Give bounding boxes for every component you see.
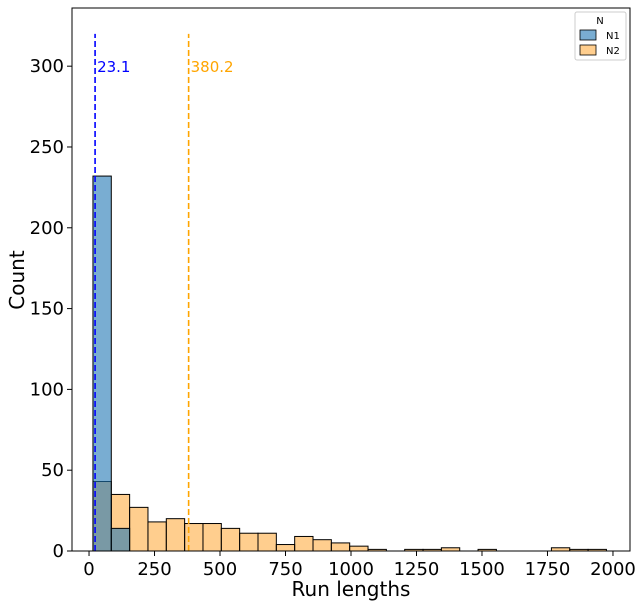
mean-lines: 23.1 380.2 [94,33,234,551]
legend-label-n2: N2 [606,46,620,57]
mean-line-label-0: 23.1 [97,58,130,76]
x-axis-ticks: 0 250 500 750 1000 1250 1500 1750 2000 [83,551,636,580]
bar-n2-10 [275,544,296,552]
x-tick-label-4: 1000 [328,559,374,580]
legend-title: N [596,16,603,27]
y-axis-label: Count [5,250,29,310]
bar-n2-9 [257,532,277,552]
bar-n2-13 [330,542,351,552]
plot-frame [71,7,631,552]
series-n2-bars [92,481,607,552]
bar-n1-1 [110,527,131,552]
y-tick-label-5: 250 [30,137,64,158]
legend-label-n1: N1 [606,31,620,42]
y-tick-label-6: 300 [30,56,64,77]
bar-n2-7 [220,527,241,552]
x-tick-label-7: 1750 [525,559,571,580]
x-tick-label-0: 0 [83,559,94,580]
x-tick-label-3: 750 [268,559,302,580]
y-axis-ticks: 0 50 100 150 200 250 300 [30,56,72,562]
legend-swatch-n2 [579,44,597,56]
x-tick-label-8: 2000 [590,559,636,580]
y-tick-label-1: 50 [41,460,64,481]
bar-n2-12 [312,539,332,552]
mean-line-label-1: 380.2 [191,58,234,76]
x-tick-label-6: 1500 [459,559,505,580]
x-tick-label-5: 1250 [394,559,440,580]
bar-n2-3 [147,521,167,552]
bar-n2-2 [129,506,149,552]
y-tick-label-3: 150 [30,299,64,320]
bar-n2-5 [184,523,204,552]
legend-swatch-n1 [579,29,597,41]
x-tick-label-2: 500 [203,559,237,580]
x-tick-label-1: 250 [137,559,171,580]
y-tick-label-4: 200 [30,218,64,239]
bar-n2-8 [239,532,259,552]
bar-n2-14 [349,545,369,552]
bar-n2-4 [165,518,186,552]
x-axis-label: Run lengths [292,577,411,601]
y-tick-label-2: 100 [30,379,64,400]
legend: N N1 N2 [574,11,627,61]
y-tick-label-0: 0 [53,541,64,562]
series-n1-bars [92,175,131,552]
bar-n2-11 [294,535,314,552]
bar-n2-6 [202,523,222,552]
